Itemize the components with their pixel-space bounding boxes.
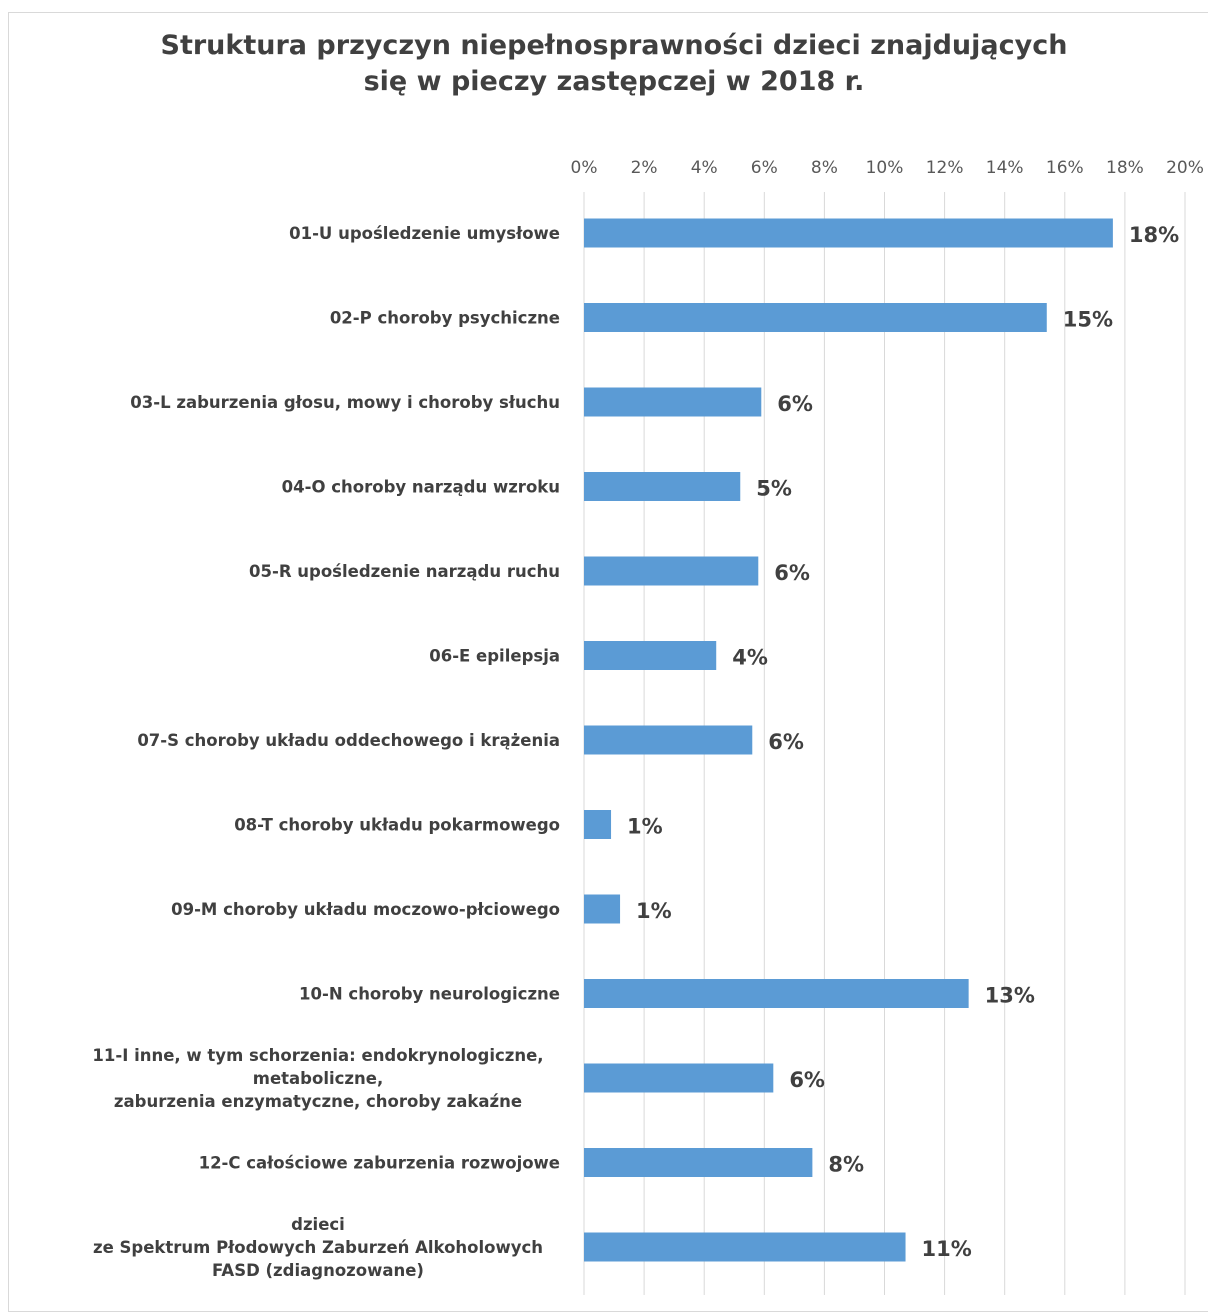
x-tick-label: 4%	[691, 158, 718, 178]
category-label: 01-U upośledzenie umysłowe	[289, 224, 560, 243]
chart-title-line-1: Struktura przyczyn niepełnosprawności dz…	[160, 30, 1068, 61]
bar	[584, 387, 762, 417]
x-tick-label: 18%	[1106, 158, 1144, 178]
bars	[584, 218, 1113, 1262]
category-label: 03-L zaburzenia głosu, mowy i choroby sł…	[130, 393, 560, 412]
bar	[584, 218, 1113, 248]
data-label: 6%	[774, 561, 810, 585]
chart-title: Struktura przyczyn niepełnosprawności dz…	[0, 28, 1208, 100]
data-label: 1%	[627, 815, 663, 839]
data-labels: 18% 15% 6% 5% 6% 4% 6% 1% 1% 13% 6% 8% 11%	[627, 223, 1179, 1261]
x-tick-label: 12%	[926, 158, 964, 178]
bar	[584, 979, 969, 1008]
bar	[584, 894, 621, 924]
data-label: 6%	[789, 1068, 825, 1092]
data-label: 15%	[1063, 308, 1113, 332]
category-label: 08-T choroby układu pokarmowego	[234, 816, 560, 835]
x-tick-label: 16%	[1046, 158, 1084, 178]
category-label: 02-P choroby psychiczne	[330, 309, 560, 328]
bar	[584, 303, 1047, 332]
bar	[584, 810, 612, 839]
category-label: zaburzenia enzymatyczne, choroby zakaźne	[114, 1092, 522, 1111]
bar	[584, 1232, 906, 1262]
data-label: 11%	[922, 1237, 972, 1261]
x-tick-label: 6%	[751, 158, 778, 178]
category-label: metaboliczne,	[253, 1069, 383, 1088]
data-label: 1%	[636, 899, 672, 923]
bar	[584, 1063, 774, 1093]
category-label: 07-S choroby układu oddechowego i krążen…	[137, 731, 560, 750]
category-label: 05-R upośledzenie narządu ruchu	[249, 562, 560, 581]
data-label: 18%	[1129, 223, 1179, 247]
data-label: 4%	[732, 646, 768, 670]
x-tick-label: 10%	[866, 158, 904, 178]
category-label: FASD (zdiagnozowane)	[212, 1261, 424, 1280]
bar	[584, 725, 753, 755]
bar	[584, 472, 741, 501]
x-tick-label: 0%	[571, 158, 598, 178]
x-tick-label: 20%	[1166, 158, 1204, 178]
category-label: 11-I inne, w tym schorzenia: endokrynolo…	[92, 1046, 543, 1065]
category-label: ze Spektrum Płodowych Zaburzeń Alkoholow…	[93, 1238, 543, 1257]
category-label: 04-O choroby narządu wzroku	[282, 478, 560, 497]
category-label: 10-N choroby neurologiczne	[299, 985, 560, 1004]
category-label: 09-M choroby układu moczowo-płciowego	[171, 900, 560, 919]
data-label: 6%	[777, 392, 813, 416]
category-label: 06-E epilepsja	[429, 647, 560, 666]
bar	[584, 556, 759, 586]
x-axis-tick-labels: 0% 2% 4% 6% 8% 10% 12% 14% 16% 18% 20%	[571, 158, 1204, 178]
x-tick-label: 8%	[811, 158, 838, 178]
x-tick-label: 14%	[986, 158, 1024, 178]
data-label: 5%	[756, 477, 792, 501]
category-labels: 01-U upośledzenie umysłowe 02-P choroby p…	[92, 224, 560, 1280]
data-label: 8%	[828, 1153, 864, 1177]
data-label: 13%	[985, 984, 1035, 1008]
bar	[584, 1148, 813, 1177]
category-label: 12-C całościowe zaburzenia rozwojowe	[199, 1154, 560, 1173]
x-tick-label: 2%	[631, 158, 658, 178]
chart-title-line-2: się w pieczy zastępczej w 2018 r.	[363, 66, 865, 97]
category-label: dzieci	[291, 1215, 345, 1234]
bar	[584, 641, 717, 670]
data-label: 6%	[768, 730, 804, 754]
